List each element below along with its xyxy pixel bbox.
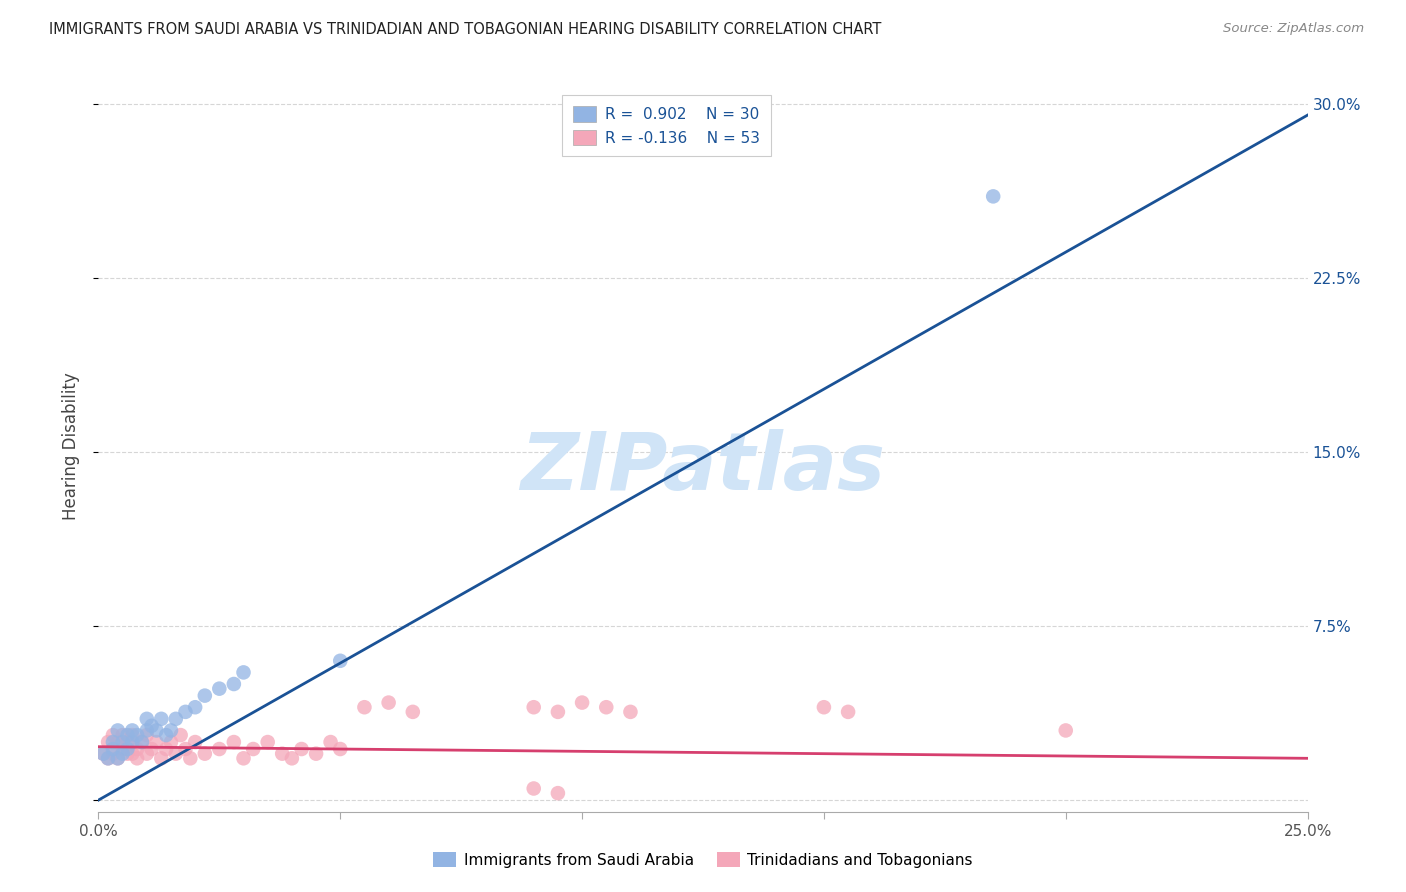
Point xyxy=(547,786,569,800)
Point xyxy=(174,742,197,756)
Point xyxy=(165,712,187,726)
Point xyxy=(165,747,187,761)
Point xyxy=(305,747,328,761)
Point xyxy=(155,728,177,742)
Point xyxy=(271,747,294,761)
Point xyxy=(256,735,278,749)
Point xyxy=(127,751,149,765)
Point xyxy=(127,728,149,742)
Point xyxy=(131,735,153,749)
Point xyxy=(377,696,399,710)
Point xyxy=(101,742,124,756)
Point xyxy=(290,742,312,756)
Text: ZIPatlas: ZIPatlas xyxy=(520,429,886,507)
Point xyxy=(232,751,254,765)
Point xyxy=(111,747,134,761)
Point xyxy=(101,735,124,749)
Point xyxy=(981,189,1004,203)
Point xyxy=(135,747,157,761)
Point xyxy=(97,751,120,765)
Point xyxy=(523,700,546,714)
Point xyxy=(194,689,217,703)
Point xyxy=(571,696,593,710)
Point xyxy=(101,728,124,742)
Point xyxy=(184,700,207,714)
Point xyxy=(595,700,617,714)
Point xyxy=(222,735,245,749)
Point xyxy=(813,700,835,714)
Point xyxy=(91,747,114,761)
Point xyxy=(222,677,245,691)
Point xyxy=(97,751,120,765)
Point xyxy=(97,735,120,749)
Point xyxy=(242,742,264,756)
Point xyxy=(107,751,129,765)
Point xyxy=(135,712,157,726)
Point xyxy=(145,723,167,738)
Point xyxy=(174,705,197,719)
Point xyxy=(127,742,149,756)
Point xyxy=(121,747,143,761)
Point xyxy=(194,747,217,761)
Point xyxy=(121,728,143,742)
Point xyxy=(91,747,114,761)
Point xyxy=(107,723,129,738)
Point xyxy=(107,751,129,765)
Point xyxy=(329,654,352,668)
Point xyxy=(117,742,139,756)
Text: IMMIGRANTS FROM SAUDI ARABIA VS TRINIDADIAN AND TOBAGONIAN HEARING DISABILITY CO: IMMIGRANTS FROM SAUDI ARABIA VS TRINIDAD… xyxy=(49,22,882,37)
Point xyxy=(1054,723,1077,738)
Point xyxy=(208,742,231,756)
Point xyxy=(111,735,134,749)
Point xyxy=(117,747,139,761)
Point xyxy=(117,728,139,742)
Point xyxy=(402,705,425,719)
Point xyxy=(619,705,641,719)
Point xyxy=(184,735,207,749)
Point xyxy=(353,700,375,714)
Point xyxy=(179,751,201,765)
Point xyxy=(547,705,569,719)
Point xyxy=(281,751,304,765)
Point xyxy=(121,723,143,738)
Point xyxy=(141,742,163,756)
Point xyxy=(160,723,183,738)
Legend: R =  0.902    N = 30, R = -0.136    N = 53: R = 0.902 N = 30, R = -0.136 N = 53 xyxy=(562,95,770,156)
Text: Source: ZipAtlas.com: Source: ZipAtlas.com xyxy=(1223,22,1364,36)
Point xyxy=(101,747,124,761)
Point xyxy=(523,781,546,796)
Point xyxy=(150,751,173,765)
Point xyxy=(155,742,177,756)
Point xyxy=(117,735,139,749)
Point xyxy=(121,735,143,749)
Point xyxy=(160,735,183,749)
Point xyxy=(135,723,157,738)
Point xyxy=(111,728,134,742)
Point xyxy=(135,728,157,742)
Point xyxy=(169,728,191,742)
Y-axis label: Hearing Disability: Hearing Disability xyxy=(62,372,80,520)
Point xyxy=(232,665,254,680)
Legend: Immigrants from Saudi Arabia, Trinidadians and Tobagonians: Immigrants from Saudi Arabia, Trinidadia… xyxy=(427,846,979,873)
Point xyxy=(329,742,352,756)
Point xyxy=(145,735,167,749)
Point xyxy=(150,712,173,726)
Point xyxy=(131,735,153,749)
Point xyxy=(319,735,342,749)
Point xyxy=(141,719,163,733)
Point xyxy=(837,705,859,719)
Point xyxy=(208,681,231,696)
Point xyxy=(107,735,129,749)
Point xyxy=(111,742,134,756)
